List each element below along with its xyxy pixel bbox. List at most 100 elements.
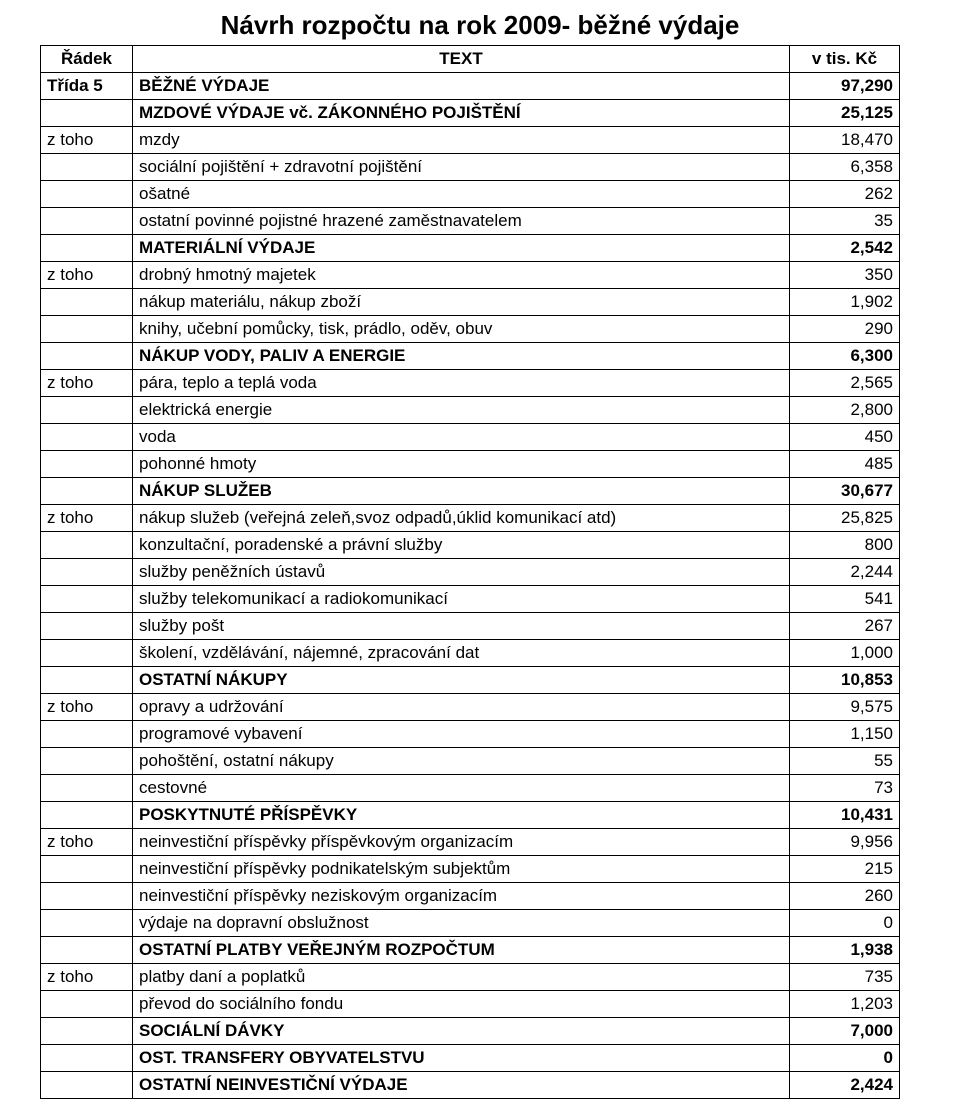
row-spacer: [900, 478, 920, 505]
row-spacer: [900, 73, 920, 100]
row-label: [41, 451, 133, 478]
header-text: TEXT: [133, 46, 790, 73]
row-text: OSTATNÍ PLATBY VEŘEJNÝM ROZPOČTUM: [133, 937, 790, 964]
row-spacer: [900, 775, 920, 802]
row-label: [41, 856, 133, 883]
row-spacer: [900, 991, 920, 1018]
table-row: ošatné262: [41, 181, 920, 208]
row-amount: 1,000: [790, 640, 900, 667]
row-amount: 2,244: [790, 559, 900, 586]
table-row: služby telekomunikací a radiokomunikací5…: [41, 586, 920, 613]
row-spacer: [900, 370, 920, 397]
row-text: služby telekomunikací a radiokomunikací: [133, 586, 790, 613]
row-label: [41, 1045, 133, 1072]
row-label: z toho: [41, 964, 133, 991]
table-header-row: Řádek TEXT v tis. Kč: [41, 46, 920, 73]
row-amount: 2,800: [790, 397, 900, 424]
table-row: voda450: [41, 424, 920, 451]
table-row: cestovné73: [41, 775, 920, 802]
row-label: [41, 532, 133, 559]
row-text: opravy a udržování: [133, 694, 790, 721]
row-text: nákup materiálu, nákup zboží: [133, 289, 790, 316]
row-text: SOCIÁLNÍ DÁVKY: [133, 1018, 790, 1045]
row-text: POSKYTNUTÉ PŘÍSPĚVKY: [133, 802, 790, 829]
row-amount: 290: [790, 316, 900, 343]
table-row: sociální pojištění + zdravotní pojištění…: [41, 154, 920, 181]
row-spacer: [900, 964, 920, 991]
row-label: [41, 343, 133, 370]
row-label: [41, 208, 133, 235]
row-spacer: [900, 208, 920, 235]
row-amount: 25,825: [790, 505, 900, 532]
row-spacer: [900, 613, 920, 640]
row-label: [41, 937, 133, 964]
row-text: ošatné: [133, 181, 790, 208]
table-row: OST. TRANSFERY OBYVATELSTVU0: [41, 1045, 920, 1072]
row-spacer: [900, 181, 920, 208]
table-row: neinvestiční příspěvky podnikatelským su…: [41, 856, 920, 883]
row-spacer: [900, 910, 920, 937]
row-spacer: [900, 100, 920, 127]
row-amount: 2,565: [790, 370, 900, 397]
row-amount: 25,125: [790, 100, 900, 127]
row-label: [41, 640, 133, 667]
row-spacer: [900, 505, 920, 532]
row-text: neinvestiční příspěvky neziskovým organi…: [133, 883, 790, 910]
row-spacer: [900, 667, 920, 694]
table-row: OSTATNÍ PLATBY VEŘEJNÝM ROZPOČTUM1,938: [41, 937, 920, 964]
table-row: NÁKUP SLUŽEB30,677: [41, 478, 920, 505]
row-amount: 800: [790, 532, 900, 559]
row-spacer: [900, 154, 920, 181]
row-amount: 0: [790, 910, 900, 937]
row-spacer: [900, 316, 920, 343]
row-spacer: [900, 127, 920, 154]
table-row: pohoštění, ostatní nákupy55: [41, 748, 920, 775]
table-row: nákup materiálu, nákup zboží1,902: [41, 289, 920, 316]
table-row: služby pošt267: [41, 613, 920, 640]
row-text: knihy, učební pomůcky, tisk, prádlo, odě…: [133, 316, 790, 343]
row-text: drobný hmotný majetek: [133, 262, 790, 289]
row-amount: 262: [790, 181, 900, 208]
row-spacer: [900, 721, 920, 748]
row-label: [41, 316, 133, 343]
row-amount: 267: [790, 613, 900, 640]
row-text: neinvestiční příspěvky podnikatelským su…: [133, 856, 790, 883]
row-text: nákup služeb (veřejná zeleň,svoz odpadů,…: [133, 505, 790, 532]
row-text: výdaje na dopravní obslužnost: [133, 910, 790, 937]
row-spacer: [900, 1018, 920, 1045]
row-label: [41, 100, 133, 127]
row-spacer: [900, 586, 920, 613]
row-label: [41, 1072, 133, 1099]
row-label: [41, 289, 133, 316]
row-text: konzultační, poradenské a právní služby: [133, 532, 790, 559]
table-row: převod do sociálního fondu1,203: [41, 991, 920, 1018]
table-row: OSTATNÍ NEINVESTIČNÍ VÝDAJE2,424: [41, 1072, 920, 1099]
table-row: MZDOVÉ VÝDAJE vč. ZÁKONNÉHO POJIŠTĚNÍ25,…: [41, 100, 920, 127]
table-row: knihy, učební pomůcky, tisk, prádlo, odě…: [41, 316, 920, 343]
row-amount: 541: [790, 586, 900, 613]
row-label: [41, 667, 133, 694]
row-label: [41, 613, 133, 640]
row-amount: 0: [790, 1045, 900, 1072]
row-amount: 260: [790, 883, 900, 910]
row-label: z toho: [41, 370, 133, 397]
row-label: [41, 748, 133, 775]
row-amount: 485: [790, 451, 900, 478]
row-spacer: [900, 532, 920, 559]
row-amount: 9,956: [790, 829, 900, 856]
row-text: programové vybavení: [133, 721, 790, 748]
table-row: ostatní povinné pojistné hrazené zaměstn…: [41, 208, 920, 235]
row-text: neinvestiční příspěvky příspěvkovým orga…: [133, 829, 790, 856]
row-amount: 450: [790, 424, 900, 451]
row-spacer: [900, 262, 920, 289]
row-text: OSTATNÍ NÁKUPY: [133, 667, 790, 694]
row-text: platby daní a poplatků: [133, 964, 790, 991]
row-label: z toho: [41, 262, 133, 289]
row-label: [41, 910, 133, 937]
row-amount: 1,203: [790, 991, 900, 1018]
header-spacer: [900, 46, 920, 73]
table-row: NÁKUP VODY, PALIV A ENERGIE6,300: [41, 343, 920, 370]
row-amount: 1,938: [790, 937, 900, 964]
row-amount: 35: [790, 208, 900, 235]
row-label: [41, 154, 133, 181]
